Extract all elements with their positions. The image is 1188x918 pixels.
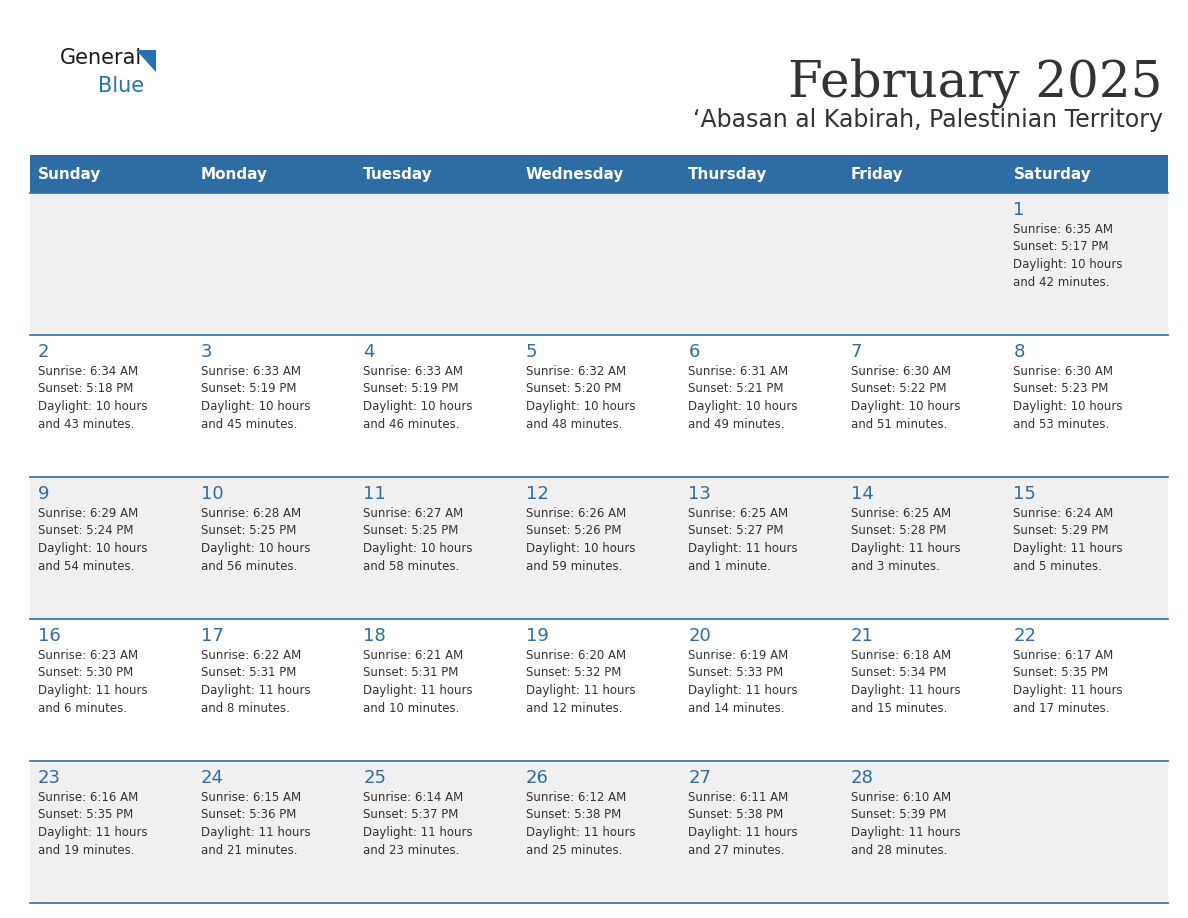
Text: Sunrise: 6:28 AM
Sunset: 5:25 PM
Daylight: 10 hours
and 56 minutes.: Sunrise: 6:28 AM Sunset: 5:25 PM Dayligh… <box>201 507 310 573</box>
Text: Sunrise: 6:16 AM
Sunset: 5:35 PM
Daylight: 11 hours
and 19 minutes.: Sunrise: 6:16 AM Sunset: 5:35 PM Dayligh… <box>38 791 147 856</box>
Text: Sunrise: 6:11 AM
Sunset: 5:38 PM
Daylight: 11 hours
and 27 minutes.: Sunrise: 6:11 AM Sunset: 5:38 PM Dayligh… <box>688 791 798 856</box>
Text: 25: 25 <box>364 769 386 787</box>
Text: Sunrise: 6:20 AM
Sunset: 5:32 PM
Daylight: 11 hours
and 12 minutes.: Sunrise: 6:20 AM Sunset: 5:32 PM Dayligh… <box>526 649 636 714</box>
Text: Sunrise: 6:17 AM
Sunset: 5:35 PM
Daylight: 11 hours
and 17 minutes.: Sunrise: 6:17 AM Sunset: 5:35 PM Dayligh… <box>1013 649 1123 714</box>
Text: 15: 15 <box>1013 485 1036 503</box>
Text: Sunrise: 6:30 AM
Sunset: 5:22 PM
Daylight: 10 hours
and 51 minutes.: Sunrise: 6:30 AM Sunset: 5:22 PM Dayligh… <box>851 365 960 431</box>
Text: 20: 20 <box>688 627 712 645</box>
Text: 23: 23 <box>38 769 61 787</box>
Text: 1: 1 <box>1013 201 1025 219</box>
Text: 14: 14 <box>851 485 873 503</box>
Text: February 2025: February 2025 <box>789 58 1163 108</box>
Text: Sunrise: 6:26 AM
Sunset: 5:26 PM
Daylight: 10 hours
and 59 minutes.: Sunrise: 6:26 AM Sunset: 5:26 PM Dayligh… <box>526 507 636 573</box>
Text: Sunrise: 6:31 AM
Sunset: 5:21 PM
Daylight: 10 hours
and 49 minutes.: Sunrise: 6:31 AM Sunset: 5:21 PM Dayligh… <box>688 365 798 431</box>
Text: 28: 28 <box>851 769 873 787</box>
Text: 7: 7 <box>851 343 862 361</box>
Text: 16: 16 <box>38 627 61 645</box>
Text: Sunrise: 6:12 AM
Sunset: 5:38 PM
Daylight: 11 hours
and 25 minutes.: Sunrise: 6:12 AM Sunset: 5:38 PM Dayligh… <box>526 791 636 856</box>
Text: 19: 19 <box>526 627 549 645</box>
Text: Sunrise: 6:32 AM
Sunset: 5:20 PM
Daylight: 10 hours
and 48 minutes.: Sunrise: 6:32 AM Sunset: 5:20 PM Dayligh… <box>526 365 636 431</box>
Text: 27: 27 <box>688 769 712 787</box>
Text: Friday: Friday <box>851 166 904 182</box>
Text: 26: 26 <box>526 769 549 787</box>
Text: Monday: Monday <box>201 166 267 182</box>
Text: Sunrise: 6:30 AM
Sunset: 5:23 PM
Daylight: 10 hours
and 53 minutes.: Sunrise: 6:30 AM Sunset: 5:23 PM Dayligh… <box>1013 365 1123 431</box>
Text: 4: 4 <box>364 343 374 361</box>
Text: 9: 9 <box>38 485 50 503</box>
FancyBboxPatch shape <box>30 335 1168 477</box>
FancyBboxPatch shape <box>30 477 1168 619</box>
FancyBboxPatch shape <box>30 619 1168 761</box>
Text: Sunrise: 6:33 AM
Sunset: 5:19 PM
Daylight: 10 hours
and 46 minutes.: Sunrise: 6:33 AM Sunset: 5:19 PM Dayligh… <box>364 365 473 431</box>
Text: Sunrise: 6:34 AM
Sunset: 5:18 PM
Daylight: 10 hours
and 43 minutes.: Sunrise: 6:34 AM Sunset: 5:18 PM Dayligh… <box>38 365 147 431</box>
Text: 6: 6 <box>688 343 700 361</box>
FancyBboxPatch shape <box>30 761 1168 903</box>
Text: Sunrise: 6:23 AM
Sunset: 5:30 PM
Daylight: 11 hours
and 6 minutes.: Sunrise: 6:23 AM Sunset: 5:30 PM Dayligh… <box>38 649 147 714</box>
Text: Sunrise: 6:29 AM
Sunset: 5:24 PM
Daylight: 10 hours
and 54 minutes.: Sunrise: 6:29 AM Sunset: 5:24 PM Dayligh… <box>38 507 147 573</box>
Text: Sunrise: 6:35 AM
Sunset: 5:17 PM
Daylight: 10 hours
and 42 minutes.: Sunrise: 6:35 AM Sunset: 5:17 PM Dayligh… <box>1013 223 1123 288</box>
Text: Sunrise: 6:33 AM
Sunset: 5:19 PM
Daylight: 10 hours
and 45 minutes.: Sunrise: 6:33 AM Sunset: 5:19 PM Dayligh… <box>201 365 310 431</box>
Text: 22: 22 <box>1013 627 1036 645</box>
Text: 18: 18 <box>364 627 386 645</box>
Text: 12: 12 <box>526 485 549 503</box>
Text: Sunrise: 6:27 AM
Sunset: 5:25 PM
Daylight: 10 hours
and 58 minutes.: Sunrise: 6:27 AM Sunset: 5:25 PM Dayligh… <box>364 507 473 573</box>
Text: Tuesday: Tuesday <box>364 166 432 182</box>
Text: ‘Abasan al Kabirah, Palestinian Territory: ‘Abasan al Kabirah, Palestinian Territor… <box>693 108 1163 132</box>
Text: Saturday: Saturday <box>1013 166 1092 182</box>
Text: Sunrise: 6:10 AM
Sunset: 5:39 PM
Daylight: 11 hours
and 28 minutes.: Sunrise: 6:10 AM Sunset: 5:39 PM Dayligh… <box>851 791 960 856</box>
Text: Sunrise: 6:18 AM
Sunset: 5:34 PM
Daylight: 11 hours
and 15 minutes.: Sunrise: 6:18 AM Sunset: 5:34 PM Dayligh… <box>851 649 960 714</box>
Text: Wednesday: Wednesday <box>526 166 624 182</box>
Text: Sunrise: 6:24 AM
Sunset: 5:29 PM
Daylight: 11 hours
and 5 minutes.: Sunrise: 6:24 AM Sunset: 5:29 PM Dayligh… <box>1013 507 1123 573</box>
Text: Sunrise: 6:22 AM
Sunset: 5:31 PM
Daylight: 11 hours
and 8 minutes.: Sunrise: 6:22 AM Sunset: 5:31 PM Dayligh… <box>201 649 310 714</box>
Text: Sunrise: 6:25 AM
Sunset: 5:28 PM
Daylight: 11 hours
and 3 minutes.: Sunrise: 6:25 AM Sunset: 5:28 PM Dayligh… <box>851 507 960 573</box>
Text: Sunrise: 6:21 AM
Sunset: 5:31 PM
Daylight: 11 hours
and 10 minutes.: Sunrise: 6:21 AM Sunset: 5:31 PM Dayligh… <box>364 649 473 714</box>
Text: 8: 8 <box>1013 343 1025 361</box>
Text: 5: 5 <box>526 343 537 361</box>
Text: 2: 2 <box>38 343 50 361</box>
Text: 10: 10 <box>201 485 223 503</box>
Text: Thursday: Thursday <box>688 166 767 182</box>
Text: 13: 13 <box>688 485 712 503</box>
Text: 17: 17 <box>201 627 223 645</box>
Text: General: General <box>61 48 143 68</box>
Text: 11: 11 <box>364 485 386 503</box>
Text: Sunrise: 6:15 AM
Sunset: 5:36 PM
Daylight: 11 hours
and 21 minutes.: Sunrise: 6:15 AM Sunset: 5:36 PM Dayligh… <box>201 791 310 856</box>
FancyBboxPatch shape <box>30 155 1168 193</box>
Polygon shape <box>135 50 156 72</box>
FancyBboxPatch shape <box>30 193 1168 335</box>
Text: Sunday: Sunday <box>38 166 101 182</box>
Text: 24: 24 <box>201 769 223 787</box>
Text: Sunrise: 6:14 AM
Sunset: 5:37 PM
Daylight: 11 hours
and 23 minutes.: Sunrise: 6:14 AM Sunset: 5:37 PM Dayligh… <box>364 791 473 856</box>
Text: 3: 3 <box>201 343 213 361</box>
Text: 21: 21 <box>851 627 873 645</box>
Text: Blue: Blue <box>97 76 144 96</box>
Text: Sunrise: 6:25 AM
Sunset: 5:27 PM
Daylight: 11 hours
and 1 minute.: Sunrise: 6:25 AM Sunset: 5:27 PM Dayligh… <box>688 507 798 573</box>
Text: Sunrise: 6:19 AM
Sunset: 5:33 PM
Daylight: 11 hours
and 14 minutes.: Sunrise: 6:19 AM Sunset: 5:33 PM Dayligh… <box>688 649 798 714</box>
